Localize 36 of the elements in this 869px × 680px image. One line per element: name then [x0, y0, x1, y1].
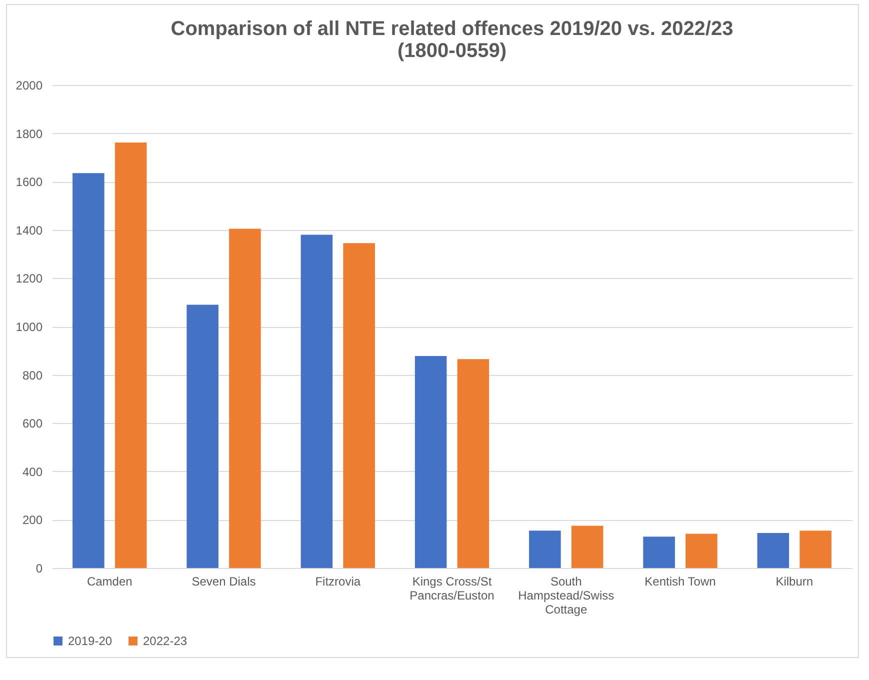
legend-label: 2019-20 — [68, 634, 112, 648]
bar — [800, 530, 832, 568]
bar — [757, 532, 790, 568]
y-tick-label: 1400 — [16, 223, 43, 238]
x-tick-label: Camden — [86, 574, 132, 588]
bar — [300, 234, 333, 568]
bar — [686, 534, 718, 568]
y-tick-label: 0 — [36, 562, 43, 576]
chart-title: Comparison of all NTE related offences 2019/20 vs. 2022/23 — [170, 18, 734, 40]
bar — [414, 356, 447, 568]
x-tick-label: Fitzrovia — [315, 574, 361, 588]
y-tick-label: 1600 — [16, 175, 43, 190]
bar — [343, 243, 375, 568]
y-tick-label: 1800 — [16, 126, 43, 141]
y-tick-label: 200 — [22, 513, 43, 528]
y-tick-label: 800 — [22, 368, 43, 382]
x-tick-label: Kilburn — [776, 574, 814, 588]
bar — [643, 536, 675, 568]
bar — [114, 142, 147, 568]
x-tick-label: Kings Cross/St Pancras/Euston — [410, 574, 494, 602]
y-tick-label: 400 — [22, 464, 43, 479]
chart-subtitle: (1800-0559) — [398, 40, 506, 62]
y-tick-label: 1200 — [16, 272, 43, 286]
bar — [229, 228, 261, 568]
bar — [457, 359, 490, 568]
y-tick-label: 1000 — [16, 320, 43, 334]
x-tick-label: Kentish Town — [644, 574, 716, 588]
x-tick-label: South Hampstead/Swiss Cottage — [518, 574, 614, 616]
y-tick-label: 2000 — [16, 78, 43, 92]
bar — [529, 530, 561, 568]
bar — [186, 304, 218, 568]
x-tick-label: Seven Dials — [192, 574, 256, 588]
bar — [571, 526, 604, 568]
y-tick-label: 600 — [22, 416, 43, 431]
bar — [72, 173, 104, 568]
legend-label: 2022-23 — [143, 634, 188, 648]
